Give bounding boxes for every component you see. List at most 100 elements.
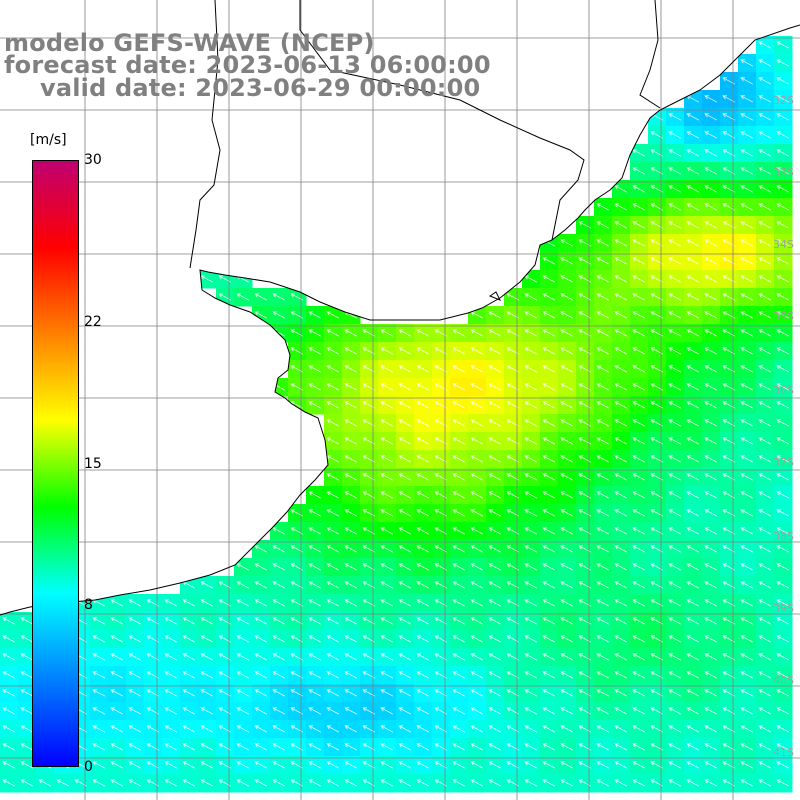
wind-arrow xyxy=(758,635,772,643)
wind-arrow xyxy=(758,275,772,283)
wind-arrow xyxy=(560,545,574,553)
wind-arrow xyxy=(416,545,430,553)
wind-arrow xyxy=(596,311,610,319)
wind-arrow xyxy=(470,455,484,463)
colorbar-tick-30: 30 xyxy=(84,152,102,168)
wind-arrow xyxy=(182,743,196,751)
wind-arrow xyxy=(668,617,682,625)
wind-arrow xyxy=(416,401,430,409)
wind-arrow xyxy=(686,743,700,751)
wind-arrow xyxy=(758,221,772,229)
wind-arrow xyxy=(452,347,466,355)
wind-arrow xyxy=(686,311,700,319)
wind-arrow xyxy=(758,257,772,265)
wind-arrow xyxy=(542,329,556,337)
wind-arrow xyxy=(326,491,340,499)
wind-arrow xyxy=(398,419,412,427)
wind-arrow xyxy=(704,761,718,769)
wind-arrow xyxy=(614,257,628,265)
wind-arrow xyxy=(758,167,772,175)
wind-arrow xyxy=(758,311,772,319)
wind-arrow xyxy=(2,761,16,769)
wind-arrow xyxy=(560,347,574,355)
wind-arrow xyxy=(686,653,700,661)
wind-arrow xyxy=(704,203,718,211)
wind-arrow xyxy=(704,491,718,499)
wind-arrow xyxy=(776,707,790,715)
wind-arrow xyxy=(614,401,628,409)
wind-arrow xyxy=(524,761,538,769)
wind-arrow xyxy=(614,689,628,697)
wind-arrow xyxy=(308,689,322,697)
wind-arrow xyxy=(254,653,268,661)
wind-arrow xyxy=(344,725,358,733)
wind-arrow xyxy=(740,275,754,283)
wind-arrow xyxy=(470,365,484,373)
wind-arrow xyxy=(776,167,790,175)
wind-arrow xyxy=(398,473,412,481)
wind-arrow xyxy=(398,563,412,571)
wind-arrow xyxy=(236,293,250,301)
wind-arrow xyxy=(740,77,754,85)
wind-arrow xyxy=(542,473,556,481)
wind-arrow xyxy=(326,581,340,589)
wind-arrow xyxy=(758,761,772,769)
wind-arrow xyxy=(308,779,322,787)
wind-arrow xyxy=(686,455,700,463)
wind-arrow xyxy=(596,545,610,553)
wind-arrow xyxy=(668,113,682,121)
wind-arrow xyxy=(380,545,394,553)
wind-arrow xyxy=(740,473,754,481)
wind-arrow xyxy=(704,419,718,427)
wind-arrow xyxy=(758,599,772,607)
wind-arrow xyxy=(416,329,430,337)
wind-arrow xyxy=(452,563,466,571)
wind-arrow xyxy=(2,743,16,751)
wind-arrow xyxy=(596,509,610,517)
wind-arrow xyxy=(776,581,790,589)
wind-arrow xyxy=(308,563,322,571)
wind-arrow xyxy=(380,725,394,733)
wind-arrow xyxy=(740,671,754,679)
wind-arrow xyxy=(596,563,610,571)
wind-arrow xyxy=(758,455,772,463)
wind-arrow xyxy=(524,635,538,643)
wind-arrow xyxy=(758,383,772,391)
wind-arrow xyxy=(236,689,250,697)
wind-arrow xyxy=(596,491,610,499)
wind-arrow xyxy=(308,707,322,715)
wind-arrow xyxy=(488,473,502,481)
wind-arrow xyxy=(2,707,16,715)
wind-arrow xyxy=(686,707,700,715)
wind-arrow xyxy=(740,167,754,175)
border-lines xyxy=(189,0,661,301)
wind-arrow xyxy=(614,419,628,427)
wind-arrow xyxy=(686,329,700,337)
wind-arrow xyxy=(704,689,718,697)
wind-arrow xyxy=(668,635,682,643)
wind-arrow xyxy=(254,581,268,589)
wind-arrow xyxy=(326,725,340,733)
wind-arrow xyxy=(776,311,790,319)
wind-arrow xyxy=(524,581,538,589)
wind-arrow xyxy=(740,113,754,121)
wind-arrow xyxy=(164,671,178,679)
wind-arrow xyxy=(686,293,700,301)
wind-arrow xyxy=(632,473,646,481)
wind-arrow xyxy=(452,473,466,481)
wind-arrow xyxy=(740,491,754,499)
wind-arrow xyxy=(524,779,538,787)
wind-arrow xyxy=(776,419,790,427)
wind-arrow xyxy=(614,545,628,553)
wind-arrow xyxy=(776,599,790,607)
wind-arrow xyxy=(704,347,718,355)
wind-arrow xyxy=(758,149,772,157)
wind-arrow xyxy=(632,365,646,373)
wind-arrow xyxy=(704,149,718,157)
wind-arrow xyxy=(560,581,574,589)
wind-arrow xyxy=(596,347,610,355)
wind-arrow xyxy=(398,599,412,607)
wind-arrow xyxy=(452,725,466,733)
wind-arrow xyxy=(668,473,682,481)
wind-arrow xyxy=(308,653,322,661)
